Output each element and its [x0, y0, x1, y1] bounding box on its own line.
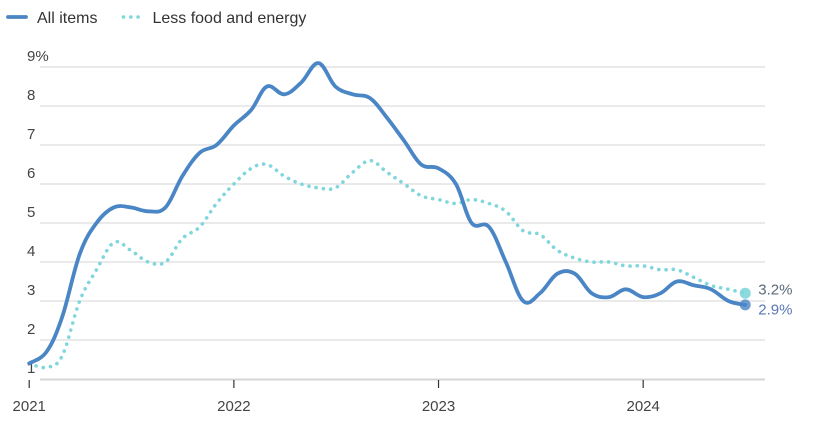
x-tick-label: 2024	[626, 398, 659, 415]
y-tick-label: 3	[27, 282, 35, 299]
gridlines	[40, 66, 765, 380]
legend: All items Less food and energy	[6, 10, 306, 27]
end-markers: 3.2% 2.9%	[739, 282, 792, 319]
series-lines	[27, 61, 748, 370]
end-label-less-food-and-energy: 3.2%	[758, 282, 792, 299]
x-axis: 2021 2022 2023 2024	[13, 379, 765, 415]
y-tick-label: 6	[27, 165, 35, 182]
legend-label-less-food-and-energy: Less food and energy	[152, 10, 306, 27]
end-marker-all-items	[739, 299, 751, 311]
y-tick-label: 1	[27, 360, 35, 377]
y-tick-label: 8	[27, 87, 35, 104]
y-tick-label: 5	[27, 204, 35, 221]
x-tick-label: 2022	[217, 398, 250, 415]
end-marker-less-food-and-energy	[739, 287, 751, 299]
x-tick-label: 2023	[422, 398, 455, 415]
end-label-all-items: 2.9%	[758, 302, 792, 319]
series-line-all-items	[27, 61, 748, 366]
y-tick-label: 4	[27, 243, 35, 260]
y-axis-tick-labels: 1 2 3 4 5 6 7 8 9%	[27, 48, 49, 377]
x-tick-label: 2021	[13, 398, 46, 415]
legend-label-all-items: All items	[37, 10, 97, 27]
y-tick-label: 2	[27, 321, 35, 338]
y-tick-label: 9%	[27, 48, 49, 65]
y-tick-label: 7	[27, 126, 35, 143]
series-line-less-food-and-energy	[27, 158, 748, 370]
